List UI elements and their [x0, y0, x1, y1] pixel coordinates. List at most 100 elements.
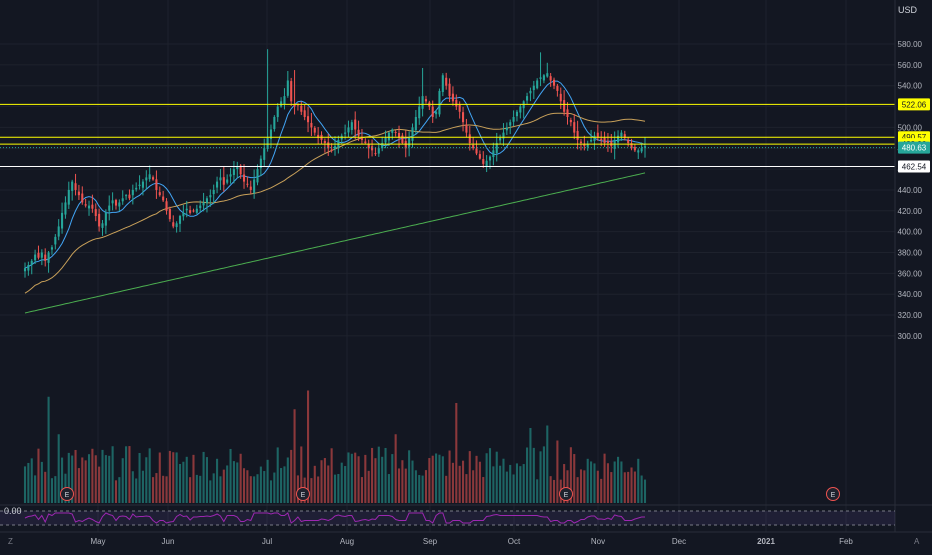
volume-bar: [135, 478, 138, 503]
volume-bar: [226, 465, 229, 503]
volume-bar: [441, 456, 444, 503]
volume-bar: [108, 455, 111, 503]
currency-label[interactable]: USD: [898, 5, 918, 15]
candle-body: [67, 189, 70, 205]
grid-lines: [0, 0, 895, 532]
candle-body: [465, 124, 468, 133]
volume-bar: [519, 466, 522, 503]
candle: [482, 151, 485, 168]
volume-bar: [23, 466, 27, 503]
volume-bar: [333, 474, 337, 503]
candle-body: [74, 183, 77, 190]
candle-body: [630, 143, 633, 149]
earnings-marker[interactable]: E: [60, 487, 74, 501]
volume-bar: [495, 451, 498, 503]
candles: [23, 49, 647, 278]
candle-body: [323, 141, 326, 144]
candle: [293, 70, 296, 115]
volume-bar: [84, 460, 87, 503]
candle: [566, 102, 569, 125]
volume-bar: [623, 472, 626, 503]
candle-body: [44, 254, 47, 261]
candle-body: [627, 140, 630, 144]
volume-bar: [222, 469, 225, 503]
candle: [185, 200, 188, 218]
candle-body: [488, 156, 492, 161]
candle-body: [310, 122, 313, 128]
candle: [623, 130, 626, 141]
candle: [411, 123, 414, 148]
candle-body: [138, 184, 141, 187]
volume-bar: [138, 452, 141, 503]
volume-bar: [148, 448, 151, 503]
volume-bar: [283, 466, 286, 503]
price-tick-label: 380.00: [898, 249, 923, 258]
volume-bar: [74, 449, 77, 503]
auto-scale-label[interactable]: A: [914, 537, 920, 546]
candle-body: [98, 213, 101, 227]
volume-bar: [627, 471, 630, 503]
candle-body: [559, 93, 562, 102]
earnings-marker[interactable]: E: [296, 487, 310, 501]
candle: [165, 198, 168, 215]
volume-bar: [411, 460, 414, 503]
candle-body: [509, 122, 512, 126]
candle-body: [408, 137, 411, 147]
candle-body: [189, 210, 192, 213]
volume-bar: [232, 461, 235, 503]
candle-body: [158, 192, 161, 196]
candle-body: [569, 120, 572, 123]
volume-bar: [620, 461, 623, 503]
candle: [118, 199, 121, 212]
candle: [131, 184, 134, 205]
candle-body: [50, 247, 54, 250]
candle-body: [212, 189, 215, 195]
volume-bar: [259, 466, 262, 503]
earnings-marker[interactable]: E: [559, 487, 573, 501]
candle: [236, 161, 239, 179]
candle: [189, 205, 192, 215]
candle: [286, 70, 289, 98]
candle: [219, 169, 222, 190]
candle: [590, 129, 593, 143]
candle-body: [556, 85, 559, 91]
candle-body: [391, 129, 394, 133]
candle: [47, 250, 50, 273]
volume-bar: [145, 457, 148, 503]
candle: [532, 80, 535, 100]
candle-body: [91, 204, 94, 209]
volume-bar: [151, 477, 155, 503]
candle: [125, 194, 128, 200]
volume-bar: [539, 451, 542, 503]
candle: [438, 88, 441, 117]
volume-bar: [300, 446, 303, 503]
candle: [168, 206, 171, 222]
volume-bar: [472, 470, 475, 503]
volume-bar: [613, 461, 616, 503]
candle-body: [411, 127, 414, 141]
volume-bar: [239, 453, 242, 503]
earnings-marker[interactable]: E: [826, 487, 840, 501]
volume-bar: [266, 459, 269, 503]
candle-body: [195, 208, 198, 213]
candle-body: [263, 148, 266, 160]
candle-body: [266, 137, 269, 149]
volume-bar: [50, 478, 54, 503]
earnings-icon: [60, 487, 74, 501]
candle-body: [101, 223, 104, 228]
candle: [283, 88, 286, 110]
price-tick-label: 400.00: [898, 228, 923, 237]
volume-bar: [182, 461, 185, 503]
zoom-corner-label[interactable]: Z: [8, 537, 13, 546]
candle-body: [216, 181, 219, 188]
candle-body: [367, 143, 370, 149]
candle: [317, 127, 320, 145]
volume-bar: [532, 447, 535, 503]
candle: [310, 113, 313, 136]
candle-body: [172, 222, 175, 227]
volume-bar: [327, 465, 330, 503]
candle-body: [162, 196, 165, 201]
earnings-label: E: [65, 492, 70, 499]
candle-body: [111, 200, 114, 204]
